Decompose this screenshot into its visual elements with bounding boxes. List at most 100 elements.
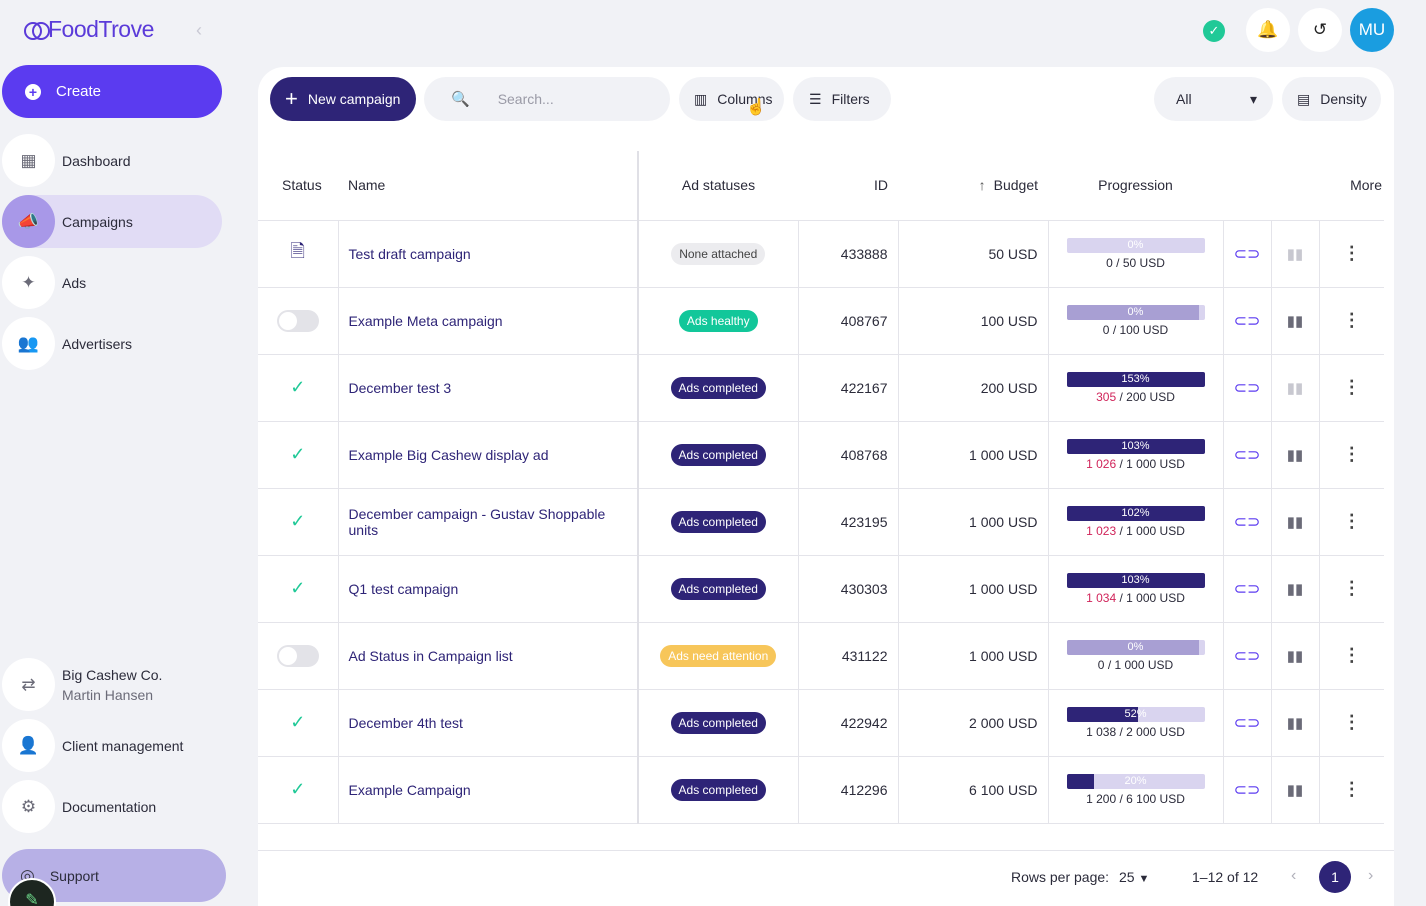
bar-chart-icon[interactable]: ▮▮: [1286, 580, 1304, 598]
budget-of: / 1 000 USD: [1119, 456, 1185, 471]
campaign-name-link[interactable]: Q1 test campaign: [338, 555, 639, 623]
progression-cell: 103% 1 026 / 1 000 USD: [1048, 421, 1224, 489]
table-row[interactable]: ✓ Q1 test campaign Ads completed 430303 1 00…: [258, 555, 1384, 623]
notifications-button[interactable]: 🔔: [1246, 8, 1290, 52]
create-button[interactable]: + Create: [2, 65, 222, 118]
status-cell: ✓: [258, 421, 339, 489]
link-icon[interactable]: ⊂⊃: [1233, 714, 1261, 732]
more-cell: ⋮: [1319, 287, 1384, 355]
next-page-icon[interactable]: ›: [1368, 867, 1374, 884]
sidebar-item-documentation[interactable]: ⚙ Documentation: [2, 780, 222, 833]
bar-chart-icon[interactable]: ▮▮: [1286, 379, 1304, 397]
bell-icon: 🔔: [1257, 20, 1279, 39]
more-vert-icon[interactable]: ⋮: [1342, 310, 1361, 330]
more-vert-icon[interactable]: ⋮: [1342, 444, 1361, 464]
more-vert-icon[interactable]: ⋮: [1342, 377, 1361, 397]
campaign-id: 423195: [798, 488, 899, 556]
bar-chart-icon[interactable]: ▮▮: [1286, 245, 1304, 263]
campaign-budget: 200 USD: [898, 354, 1049, 422]
status-badge: Ads completed: [670, 778, 766, 801]
avatar[interactable]: MU: [1350, 8, 1394, 52]
sparkle-icon: ✦: [2, 256, 55, 309]
bar-chart-icon[interactable]: ▮▮: [1286, 513, 1304, 531]
collapse-sidebar-icon[interactable]: ‹: [196, 20, 202, 40]
sidebar-item-ads[interactable]: ✦ Ads: [2, 256, 222, 309]
spent-amount: 1 026: [1086, 456, 1117, 471]
campaign-name-link[interactable]: Test draft campaign: [338, 220, 639, 288]
header-progression[interactable]: Progression: [1048, 151, 1223, 221]
link-icon[interactable]: ⊂⊃: [1233, 379, 1261, 397]
search-input[interactable]: 🔍 Search...: [424, 77, 670, 121]
progress-bar: 103%: [1066, 572, 1205, 588]
sidebar-item-advertisers[interactable]: 👥 Advertisers: [2, 317, 222, 370]
table-row[interactable]: Example Meta campaign Ads healthy 408767 10…: [258, 287, 1384, 355]
prev-page-icon[interactable]: ‹: [1291, 867, 1297, 884]
status-toggle[interactable]: [276, 644, 319, 667]
link-icon[interactable]: ⊂⊃: [1233, 446, 1261, 464]
page-button-1[interactable]: 1: [1319, 861, 1351, 893]
progress-amount: 0 / 100 USD: [1049, 323, 1223, 337]
header-spacer-2: [1271, 151, 1319, 221]
campaign-name-link[interactable]: December campaign - Gustav Shoppable uni…: [338, 488, 639, 556]
table-header-row: Status Name Ad statuses ID ↑ Budget Progr…: [258, 151, 1384, 221]
sidebar-item-campaigns[interactable]: 📣 Campaigns: [2, 195, 222, 248]
sidebar-item-client-management[interactable]: 👤 Client management: [2, 719, 222, 772]
more-vert-icon[interactable]: ⋮: [1342, 243, 1361, 263]
campaign-name-link[interactable]: Example Meta campaign: [338, 287, 639, 355]
status-toggle[interactable]: [276, 309, 319, 332]
header-id[interactable]: ID: [798, 151, 898, 221]
progress-percent: 20%: [1124, 774, 1147, 787]
table-row[interactable]: ✓ December campaign - Gustav Shoppable un…: [258, 488, 1384, 556]
new-campaign-button[interactable]: + New campaign: [270, 77, 416, 121]
campaign-name-link[interactable]: December test 3: [338, 354, 639, 422]
header-name[interactable]: Name: [338, 151, 639, 221]
campaign-name-link[interactable]: December 4th test: [338, 689, 639, 757]
table-row[interactable]: Ad Status in Campaign list Ads need atten…: [258, 622, 1384, 690]
more-vert-icon[interactable]: ⋮: [1342, 712, 1361, 732]
campaign-id: 408768: [798, 421, 899, 489]
bar-chart-icon[interactable]: ▮▮: [1286, 714, 1304, 732]
link-cell: ⊂⊃: [1223, 756, 1272, 824]
more-vert-icon[interactable]: ⋮: [1342, 578, 1361, 598]
more-vert-icon[interactable]: ⋮: [1342, 645, 1361, 665]
scope-select[interactable]: All ▾: [1154, 77, 1273, 121]
campaign-name-link[interactable]: Example Big Cashew display ad: [338, 421, 639, 489]
columns-button[interactable]: ▥ Columns: [679, 77, 784, 121]
campaign-id: 430303: [798, 555, 899, 623]
link-icon[interactable]: ⊂⊃: [1233, 245, 1261, 263]
table-row[interactable]: 🗎 Test draft campaign None attached 433888 5…: [258, 220, 1384, 288]
bar-chart-icon[interactable]: ▮▮: [1286, 312, 1304, 330]
table-row[interactable]: ✓ Example Big Cashew display ad Ads comple…: [258, 421, 1384, 489]
table-row[interactable]: ✓ December 4th test Ads completed 422942 2 0…: [258, 689, 1384, 757]
header-ad-statuses[interactable]: Ad statuses: [638, 151, 798, 221]
bar-chart-icon[interactable]: ▮▮: [1286, 781, 1304, 799]
link-icon[interactable]: ⊂⊃: [1233, 647, 1261, 665]
table-row[interactable]: ✓ December test 3 Ads completed 422167 200 U…: [258, 354, 1384, 422]
table-row[interactable]: ✓ Example Campaign Ads completed 412296 6 10…: [258, 756, 1384, 824]
spent-amount: 1 200: [1086, 791, 1117, 806]
campaign-name-link[interactable]: Ad Status in Campaign list: [338, 622, 639, 690]
header-status[interactable]: Status: [258, 151, 338, 221]
history-button[interactable]: ↺: [1298, 8, 1342, 52]
link-icon[interactable]: ⊂⊃: [1233, 580, 1261, 598]
app-logo[interactable]: FoodTrove: [24, 16, 154, 43]
more-cell: ⋮: [1319, 622, 1384, 690]
campaign-budget: 1 000 USD: [898, 555, 1049, 623]
campaign-name-link[interactable]: Example Campaign: [338, 756, 639, 824]
account-switcher[interactable]: ⇄ Big Cashew Co. Martin Hansen: [2, 658, 222, 711]
link-icon[interactable]: ⊂⊃: [1233, 513, 1261, 531]
bar-chart-icon[interactable]: ▮▮: [1286, 647, 1304, 665]
sidebar-item-dashboard[interactable]: ▦ Dashboard: [2, 134, 222, 187]
header-budget[interactable]: ↑ Budget: [898, 151, 1048, 221]
rows-per-page-select[interactable]: 25 ▼: [1119, 869, 1150, 885]
check-icon: ✓: [290, 511, 306, 531]
spent-amount: 1 038: [1086, 724, 1117, 739]
filters-button[interactable]: ☰ Filters: [793, 77, 891, 121]
link-icon[interactable]: ⊂⊃: [1233, 781, 1261, 799]
bar-chart-icon[interactable]: ▮▮: [1286, 446, 1304, 464]
more-vert-icon[interactable]: ⋮: [1342, 511, 1361, 531]
link-icon[interactable]: ⊂⊃: [1233, 312, 1261, 330]
progression-cell: 20% 1 200 / 6 100 USD: [1048, 756, 1224, 824]
density-button[interactable]: ▤ Density: [1282, 77, 1381, 121]
more-vert-icon[interactable]: ⋮: [1342, 779, 1361, 799]
